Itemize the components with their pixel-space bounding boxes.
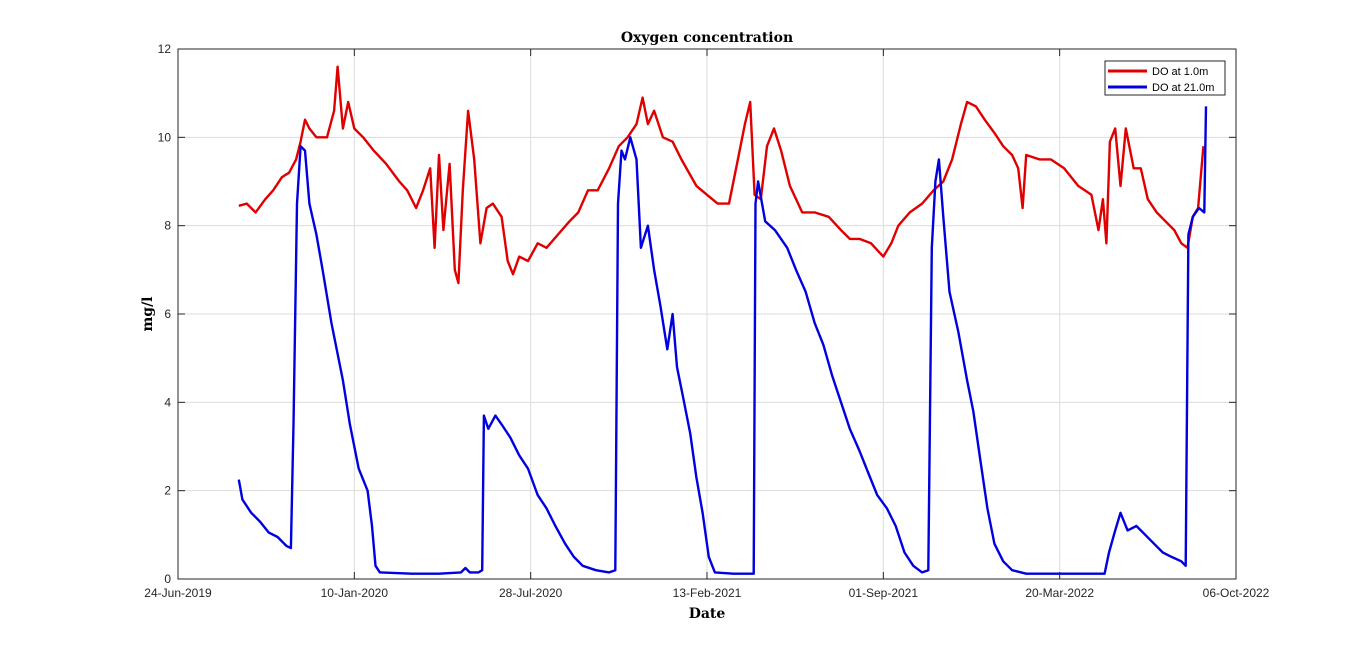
axis-ticks: 24-Jun-2019 10-Jan-2020 28-Jul-2020 13-Feb-… [144, 42, 1269, 600]
x-tick-label: 06-Oct-2022 [1203, 586, 1270, 600]
x-tick-label: 13-Feb-2021 [673, 586, 742, 600]
series-line-do-1m [238, 65, 1205, 285]
y-tick-label: 2 [164, 484, 171, 498]
y-axis-label: mg/l [140, 296, 156, 331]
legend-box [1104, 60, 1226, 96]
grid-lines [178, 49, 1236, 579]
x-tick-label: 10-Jan-2020 [321, 586, 389, 600]
legend-entry-do-1m: DO at 1.0m [1152, 66, 1208, 78]
x-tick-label: 01-Sep-2021 [849, 586, 919, 600]
x-axis-label: Date [689, 606, 726, 622]
x-tick-label: 20-Mar-2022 [1025, 586, 1094, 600]
y-tick-label: 0 [164, 572, 171, 586]
y-tick-label: 12 [158, 42, 172, 56]
y-tick-label: 4 [164, 395, 171, 409]
legend-entry-do-21m: DO at 21.0m [1152, 82, 1214, 94]
chart-title: Oxygen concentration [621, 30, 793, 46]
legend: DO at 1.0m DO at 21.0m [1104, 60, 1226, 96]
series-line-do-21m [237, 106, 1208, 575]
x-tick-label: 24-Jun-2019 [144, 586, 212, 600]
x-tick-label: 28-Jul-2020 [499, 586, 563, 600]
y-tick-label: 8 [164, 219, 171, 233]
y-tick-label: 6 [164, 307, 171, 321]
y-tick-label: 10 [158, 130, 172, 144]
series-lines [237, 65, 1208, 575]
